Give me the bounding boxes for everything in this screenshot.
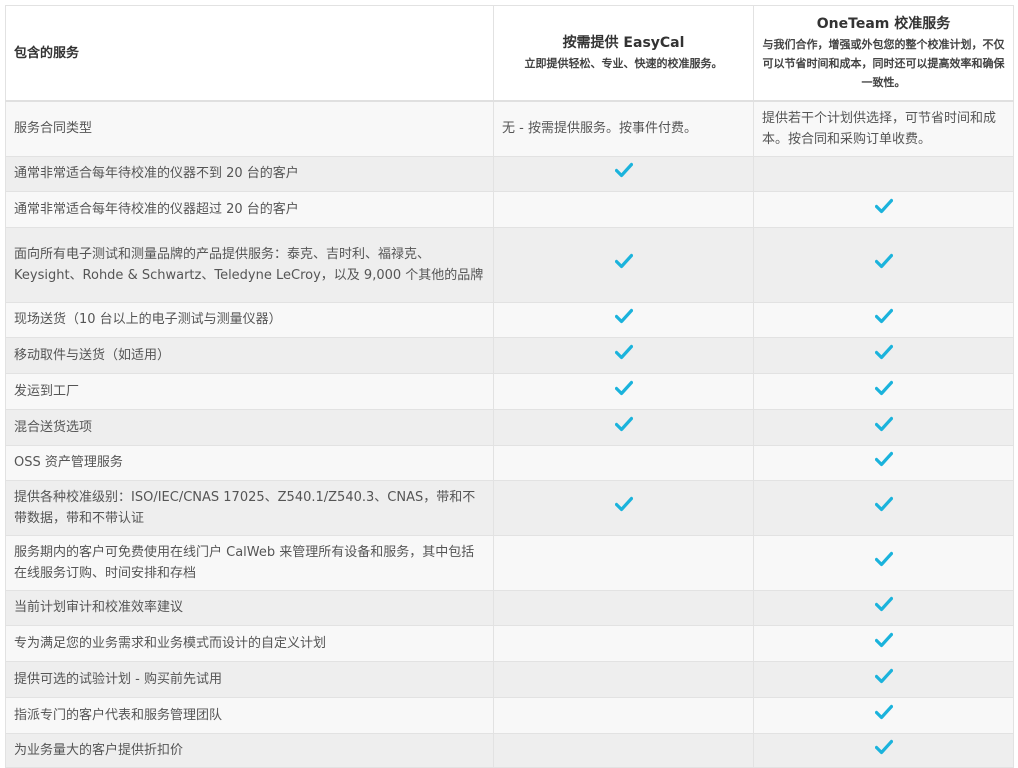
table-row: 移动取件与送货（如适用） <box>5 336 1014 374</box>
easycal-cell <box>493 372 754 410</box>
table-row: 为业务量大的客户提供折扣价 <box>5 732 1014 768</box>
service-label: 专为满足您的业务需求和业务模式而设计的自定义计划 <box>5 624 494 662</box>
checkmark-icon <box>614 344 633 360</box>
oneteam-title: OneTeam 校准服务 <box>816 16 951 32</box>
table-row: OSS 资产管理服务 <box>5 444 1014 481</box>
easycal-title: 按需提供 EasyCal <box>562 35 685 51</box>
checkmark-icon <box>614 253 633 269</box>
easycal-cell <box>493 301 754 338</box>
service-label: 当前计划审计和校准效率建议 <box>5 589 494 626</box>
table-row: 现场送货（10 台以上的电子测试与测量仪器） <box>5 301 1014 338</box>
oneteam-cell <box>753 226 1014 303</box>
checkmark-icon <box>614 162 633 178</box>
oneteam-cell <box>753 660 1014 698</box>
table-row: 服务合同类型无 - 按需提供服务。按事件付费。 提供若干个计划供选择，可节省时间和… <box>5 100 1014 157</box>
easycal-cell <box>493 589 754 626</box>
easycal-column-header: 按需提供 EasyCal 立即提供轻松、专业、快速的校准服务。 <box>493 5 754 102</box>
easycal-cell <box>493 479 754 536</box>
oneteam-cell <box>753 301 1014 338</box>
checkmark-icon <box>874 380 893 396</box>
checkmark-icon <box>614 308 633 324</box>
table-row: 提供各种校准级别：ISO/IEC/CNAS 17025、Z540.1/Z540.… <box>5 479 1014 536</box>
oneteam-cell <box>753 408 1014 446</box>
table-header: 包含的服务 按需提供 EasyCal 立即提供轻松、专业、快速的校准服务。 On… <box>5 5 1014 102</box>
checkmark-icon <box>874 739 893 755</box>
checkmark-icon <box>874 496 893 512</box>
table-row: 面向所有电子测试和测量品牌的产品提供服务：泰克、吉时利、福禄克、Keysight… <box>5 226 1014 303</box>
easycal-cell <box>493 155 754 192</box>
oneteam-cell <box>753 534 1014 591</box>
service-label: 通常非常适合每年待校准的仪器不到 20 台的客户 <box>5 155 494 192</box>
table-row: 当前计划审计和校准效率建议 <box>5 589 1014 626</box>
table-row: 通常非常适合每年待校准的仪器超过 20 台的客户 <box>5 190 1014 228</box>
service-label: 服务合同类型 <box>5 100 494 157</box>
checkmark-icon <box>874 253 893 269</box>
service-label: 通常非常适合每年待校准的仪器超过 20 台的客户 <box>5 190 494 228</box>
service-comparison-table: 包含的服务 按需提供 EasyCal 立即提供轻松、专业、快速的校准服务。 On… <box>5 5 1014 768</box>
table-row: 提供可选的试验计划 - 购买前先试用 <box>5 660 1014 698</box>
easycal-cell <box>493 624 754 662</box>
table-row: 服务期内的客户可免费使用在线门户 CalWeb 来管理所有设备和服务，其中包括在… <box>5 534 1014 591</box>
table-row: 指派专门的客户代表和服务管理团队 <box>5 696 1014 734</box>
service-label: OSS 资产管理服务 <box>5 444 494 481</box>
oneteam-cell <box>753 589 1014 626</box>
oneteam-cell <box>753 696 1014 734</box>
checkmark-icon <box>874 632 893 648</box>
easycal-cell <box>493 534 754 591</box>
service-label: 现场送货（10 台以上的电子测试与测量仪器） <box>5 301 494 338</box>
easycal-cell <box>493 696 754 734</box>
oneteam-cell <box>753 624 1014 662</box>
service-label: 移动取件与送货（如适用） <box>5 336 494 374</box>
easycal-cell <box>493 336 754 374</box>
service-label: 服务期内的客户可免费使用在线门户 CalWeb 来管理所有设备和服务，其中包括在… <box>5 534 494 591</box>
checkmark-icon <box>874 596 893 612</box>
easycal-value: 无 - 按需提供服务。按事件付费。 <box>493 100 754 157</box>
checkmark-icon <box>874 416 893 432</box>
checkmark-icon <box>874 704 893 720</box>
easycal-cell <box>493 732 754 768</box>
service-label: 为业务量大的客户提供折扣价 <box>5 732 494 768</box>
checkmark-icon <box>614 416 633 432</box>
checkmark-icon <box>614 496 633 512</box>
checkmark-icon <box>874 551 893 567</box>
checkmark-icon <box>874 308 893 324</box>
checkmark-icon <box>874 198 893 214</box>
checkmark-icon <box>874 344 893 360</box>
service-label: 面向所有电子测试和测量品牌的产品提供服务：泰克、吉时利、福禄克、Keysight… <box>5 226 494 303</box>
table-row: 专为满足您的业务需求和业务模式而设计的自定义计划 <box>5 624 1014 662</box>
oneteam-value: 提供若干个计划供选择，可节省时间和成本。按合同和采购订单收费。 <box>753 100 1014 157</box>
service-label: 提供各种校准级别：ISO/IEC/CNAS 17025、Z540.1/Z540.… <box>5 479 494 536</box>
easycal-subtitle: 立即提供轻松、专业、快速的校准服务。 <box>524 57 723 70</box>
oneteam-subtitle: 与我们合作，增强或外包您的整个校准计划，不仅可以节省时间和成本，同时还可以提高效… <box>762 38 1005 89</box>
oneteam-cell <box>753 155 1014 192</box>
easycal-cell <box>493 660 754 698</box>
checkmark-icon <box>874 451 893 467</box>
service-label: 指派专门的客户代表和服务管理团队 <box>5 696 494 734</box>
oneteam-cell <box>753 732 1014 768</box>
table-row: 通常非常适合每年待校准的仪器不到 20 台的客户 <box>5 155 1014 192</box>
oneteam-cell <box>753 336 1014 374</box>
oneteam-cell <box>753 190 1014 228</box>
services-column-header: 包含的服务 <box>5 5 494 102</box>
service-label: 混合送货选项 <box>5 408 494 446</box>
easycal-cell <box>493 190 754 228</box>
service-label: 发运到工厂 <box>5 372 494 410</box>
oneteam-cell <box>753 372 1014 410</box>
checkmark-icon <box>614 380 633 396</box>
easycal-cell <box>493 444 754 481</box>
table-row: 混合送货选项 <box>5 408 1014 446</box>
service-label: 提供可选的试验计划 - 购买前先试用 <box>5 660 494 698</box>
oneteam-cell <box>753 479 1014 536</box>
table-row: 发运到工厂 <box>5 372 1014 410</box>
oneteam-cell <box>753 444 1014 481</box>
oneteam-column-header: OneTeam 校准服务 与我们合作，增强或外包您的整个校准计划，不仅可以节省时… <box>753 5 1014 102</box>
easycal-cell <box>493 408 754 446</box>
checkmark-icon <box>874 668 893 684</box>
easycal-cell <box>493 226 754 303</box>
